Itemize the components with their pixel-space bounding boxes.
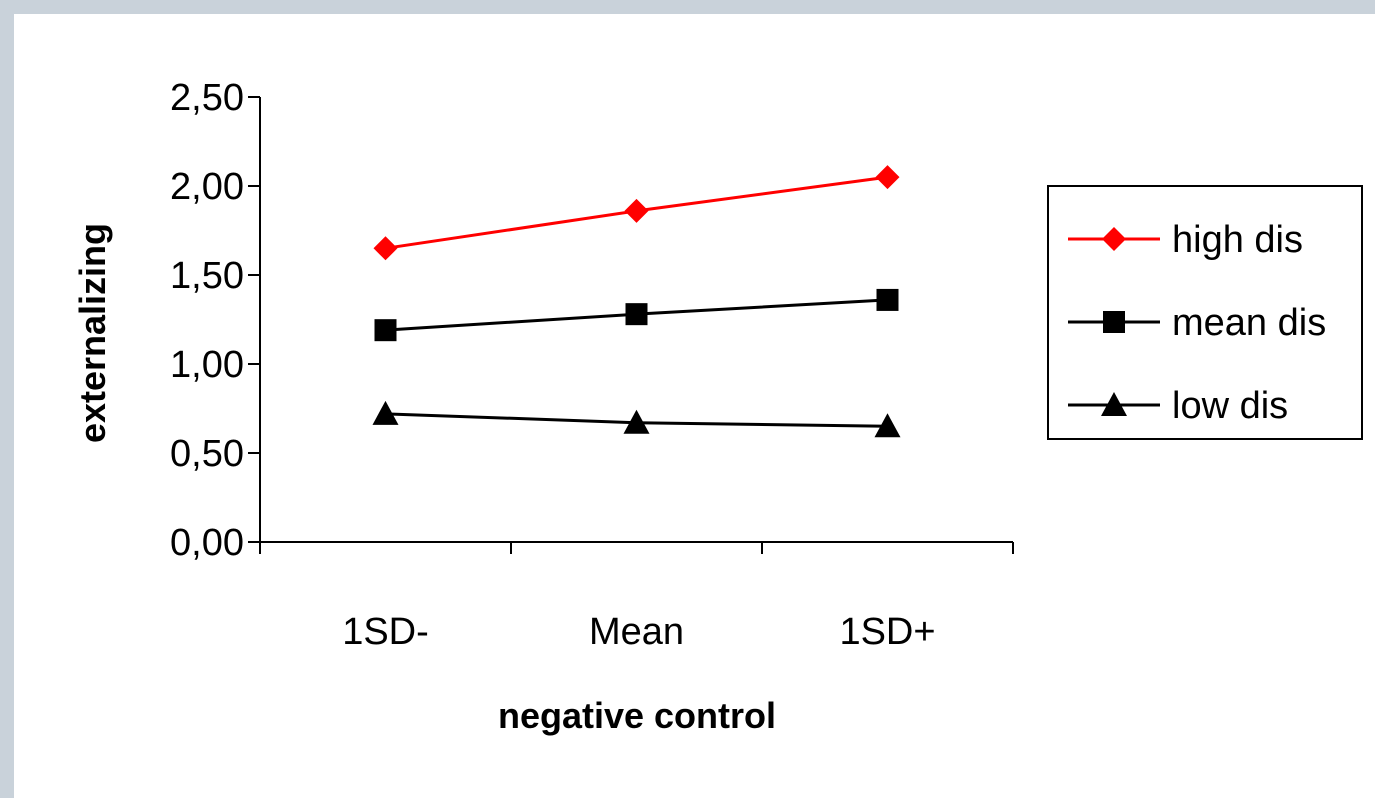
legend-label: high dis [1172,219,1303,261]
data-point [874,413,901,438]
legend-marker [1103,311,1125,333]
series-layer [372,165,901,438]
data-point [372,400,399,425]
line-chart: 0,00 0,50 1,00 1,50 2,00 2,50 1SD- Mean 1SD+ ex… [72,77,1363,736]
y-axis-ticks: 0,00 0,50 1,00 1,50 2,00 2,50 [170,77,260,564]
data-point [373,236,398,261]
data-point [374,319,397,342]
series-low-dis [372,400,901,438]
legend-label: low dis [1172,385,1288,427]
legend-box [1047,185,1363,440]
data-point [625,303,648,326]
data-point [876,288,899,311]
y-tick-label: 1,00 [170,344,244,386]
legend-marker [1101,392,1127,416]
y-tick-label: 0,00 [170,522,244,564]
legend-item: mean dis [1068,302,1326,344]
y-tick-label: 0,50 [170,433,244,475]
chart-frame: 0,00 0,50 1,00 1,50 2,00 2,50 1SD- Mean 1SD+ ex… [14,14,1375,798]
series-mean-dis [374,288,899,342]
legend-item: high dis [1068,219,1303,261]
legend-label: mean dis [1172,302,1326,344]
legend-item: low dis [1068,385,1288,427]
data-point [623,409,650,434]
x-axis-title: negative control [498,695,776,736]
data-point [875,165,900,190]
data-point [624,198,649,223]
x-tick-label: Mean [589,611,684,653]
y-axis-title: externalizing [72,223,113,443]
y-tick-label: 2,50 [170,77,244,119]
y-tick-label: 1,50 [170,255,244,297]
series-high-dis [373,165,900,261]
x-tick-label: 1SD- [342,611,429,653]
legend-marker [1102,227,1126,251]
x-tick-label: 1SD+ [839,611,935,653]
x-axis-ticks: 1SD- Mean 1SD+ [259,542,1014,653]
y-tick-label: 2,00 [170,166,244,208]
legend: high dis mean dis low dis [1047,185,1363,440]
